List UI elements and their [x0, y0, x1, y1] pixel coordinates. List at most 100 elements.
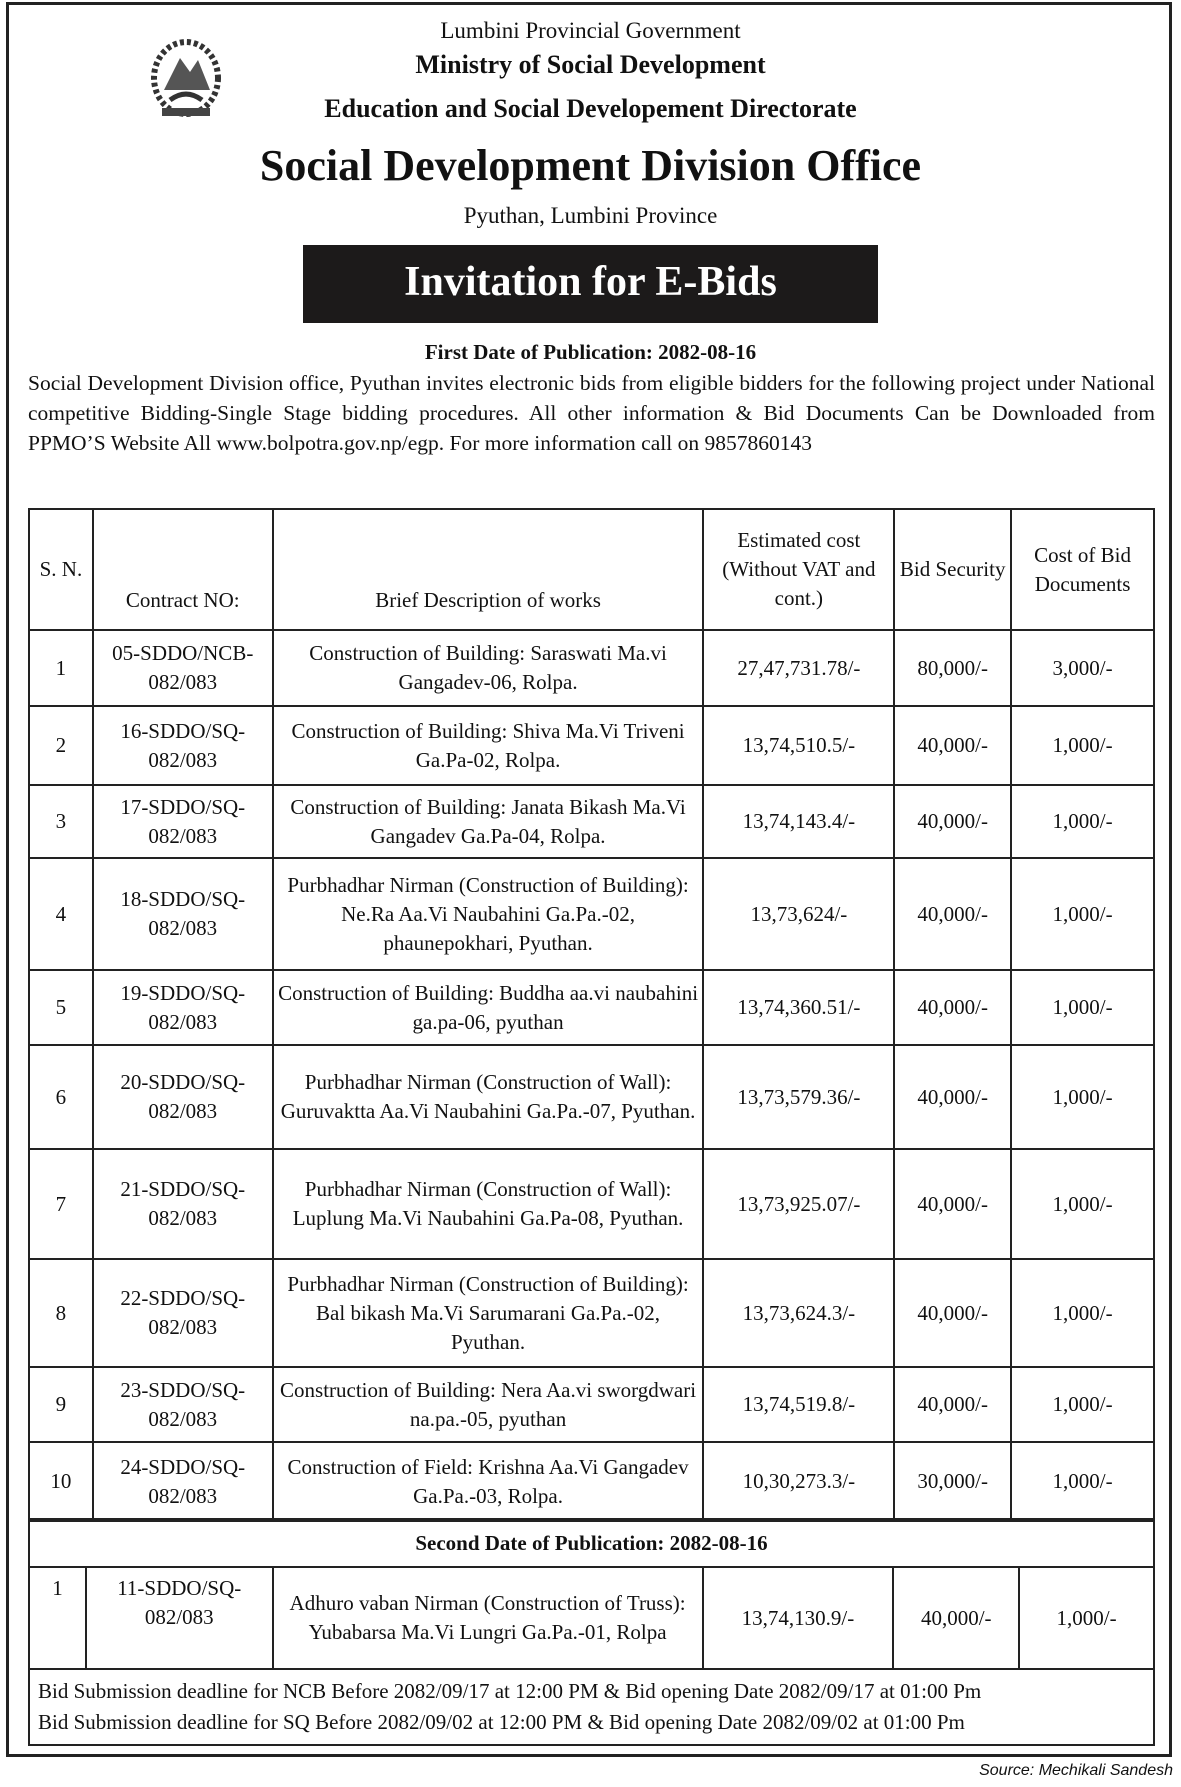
- cell-sn: 5: [28, 969, 94, 1046]
- cell-contract: 24-SDDO/SQ-082/083: [91, 1441, 274, 1522]
- table-row: 1 05-SDDO/NCB-082/083 Construction of Buil…: [28, 629, 1155, 707]
- cell-sn: 9: [28, 1366, 94, 1443]
- table-row: 6 20-SDDO/SQ-082/083 Purbhadhar Nirman (Co…: [28, 1044, 1155, 1150]
- cell-contract: 11-SDDO/SQ-082/083: [84, 1566, 274, 1670]
- cell-security: 40,000/-: [893, 1148, 1013, 1260]
- nepal-emblem-logo: [151, 39, 221, 117]
- cell-description: Construction of Building: Nera Aa.vi swo…: [271, 1366, 705, 1443]
- office-name: Social Development Division Office: [259, 141, 922, 190]
- second-publication-table: Second Date of Publication: 2082-08-16 1…: [28, 1518, 1155, 1746]
- cell-security: 40,000/-: [893, 1044, 1013, 1150]
- cell-doc-cost: 1,000/-: [1010, 784, 1155, 859]
- bids-table: S. N. Contract NO: Brief Description of …: [28, 508, 1155, 1522]
- cell-security: 40,000/-: [893, 1258, 1013, 1368]
- cell-description: Purbhadhar Nirman (Construction of Build…: [271, 857, 705, 971]
- header-doc-cost: Cost of Bid Documents: [1010, 508, 1155, 631]
- cell-cost: 13,73,925.07/-: [702, 1148, 896, 1260]
- cell-doc-cost: 1,000/-: [1018, 1566, 1155, 1670]
- header-contract: Contract NO:: [91, 508, 274, 631]
- cell-contract: 18-SDDO/SQ-082/083: [91, 857, 274, 971]
- government-name: Lumbini Provincial Government: [440, 18, 741, 43]
- cell-security: 40,000/-: [893, 969, 1013, 1046]
- cell-doc-cost: 1,000/-: [1010, 1148, 1155, 1260]
- cell-security: 40,000/-: [892, 1566, 1021, 1670]
- cell-security: 40,000/-: [893, 1366, 1013, 1443]
- cell-contract: 20-SDDO/SQ-082/083: [91, 1044, 274, 1150]
- deadline-ncb: Bid Submission deadline for NCB Before 2…: [38, 1679, 982, 1703]
- header-sn: S. N.: [28, 508, 94, 631]
- cell-description: Adhuro vaban Nirman (Construction of Tru…: [271, 1566, 704, 1670]
- table-row: 7 21-SDDO/SQ-082/083 Purbhadhar Nirman (Co…: [28, 1148, 1155, 1260]
- cell-sn: 7: [28, 1148, 94, 1260]
- cell-sn: 6: [28, 1044, 94, 1150]
- ministry-name: Ministry of Social Development: [415, 50, 766, 79]
- cell-contract: 23-SDDO/SQ-082/083: [91, 1366, 274, 1443]
- page-title: Invitation for E-Bids: [303, 245, 878, 323]
- cell-cost: 13,73,624/-: [702, 857, 896, 971]
- intro-paragraph: Social Development Division office, Pyut…: [28, 371, 1155, 455]
- cell-description: Construction of Field: Krishna Aa.Vi Gan…: [271, 1441, 705, 1522]
- table-row: 1 11-SDDO/SQ-082/083 Adhuro vaban Nirman…: [28, 1566, 1155, 1670]
- header-description: Brief Description of works: [271, 508, 705, 631]
- cell-description: Construction of Building: Buddha aa.vi n…: [271, 969, 705, 1046]
- cell-doc-cost: 1,000/-: [1010, 1366, 1155, 1443]
- deadlines: Bid Submission deadline for NCB Before 2…: [28, 1668, 1155, 1746]
- cell-doc-cost: 1,000/-: [1010, 857, 1155, 971]
- table-header-row: S. N. Contract NO: Brief Description of …: [28, 508, 1155, 631]
- cell-cost: 27,47,731.78/-: [702, 629, 896, 707]
- cell-sn: 4: [28, 857, 94, 971]
- cell-contract: 05-SDDO/NCB-082/083: [91, 629, 274, 707]
- cell-doc-cost: 1,000/-: [1010, 705, 1155, 786]
- header-bid-security: Bid Security: [893, 508, 1013, 631]
- cell-description: Purbhadhar Nirman (Construction of Wall)…: [271, 1148, 705, 1260]
- cell-sn: 10: [28, 1441, 94, 1522]
- cell-description: Purbhadhar Nirman (Construction of Wall)…: [271, 1044, 705, 1150]
- cell-cost: 10,30,273.3/-: [702, 1441, 896, 1522]
- second-publication-date: Second Date of Publication: 2082-08-16: [28, 1518, 1155, 1568]
- cell-cost: 13,74,360.51/-: [702, 969, 896, 1046]
- table-row: 10 24-SDDO/SQ-082/083 Construction of Fiel…: [28, 1441, 1155, 1522]
- cell-cost: 13,74,510.5/-: [702, 705, 896, 786]
- cell-doc-cost: 1,000/-: [1010, 1258, 1155, 1368]
- cell-contract: 19-SDDO/SQ-082/083: [91, 969, 274, 1046]
- cell-sn: 3: [28, 784, 94, 859]
- cell-doc-cost: 3,000/-: [1010, 629, 1155, 707]
- first-publication-date: First Date of Publication: 2082-08-16: [424, 340, 757, 364]
- cell-description: Purbhadhar Nirman (Construction of Build…: [271, 1258, 705, 1368]
- cell-sn: 1: [28, 629, 94, 707]
- cell-contract: 21-SDDO/SQ-082/083: [91, 1148, 274, 1260]
- header-estimated-cost: Estimated cost (Without VAT and cont.): [702, 508, 896, 631]
- cell-cost: 13,74,143.4/-: [702, 784, 896, 859]
- table-row: 4 18-SDDO/SQ-082/083 Purbhadhar Nirman (Co…: [28, 857, 1155, 971]
- cell-security: 80,000/-: [893, 629, 1013, 707]
- table-row: 2 16-SDDO/SQ-082/083 Construction of Build…: [28, 705, 1155, 786]
- office-location: Pyuthan, Lumbini Province: [463, 203, 718, 228]
- table-row: 3 17-SDDO/SQ-082/083 Construction of Build…: [28, 784, 1155, 859]
- cell-description: Construction of Building: Shiva Ma.Vi Tr…: [271, 705, 705, 786]
- table-row: 8 22-SDDO/SQ-082/083 Purbhadhar Nirman (Co…: [28, 1258, 1155, 1368]
- cell-contract: 22-SDDO/SQ-082/083: [91, 1258, 274, 1368]
- cell-sn: 8: [28, 1258, 94, 1368]
- cell-description: Construction of Building: Janata Bikash …: [271, 784, 705, 859]
- deadline-sq: Bid Submission deadline for SQ Before 20…: [38, 1710, 965, 1734]
- cell-doc-cost: 1,000/-: [1010, 1044, 1155, 1150]
- cell-security: 30,000/-: [893, 1441, 1013, 1522]
- cell-doc-cost: 1,000/-: [1010, 969, 1155, 1046]
- directorate-name: Education and Social Developement Direct…: [324, 94, 857, 123]
- cell-doc-cost: 1,000/-: [1010, 1441, 1155, 1522]
- cell-contract: 16-SDDO/SQ-082/083: [91, 705, 274, 786]
- source-credit: Source: Mechikali Sandesh: [979, 1762, 1173, 1779]
- cell-cost: 13,74,130.9/-: [701, 1566, 895, 1670]
- cell-cost: 13,73,624.3/-: [702, 1258, 896, 1368]
- cell-security: 40,000/-: [893, 705, 1013, 786]
- cell-cost: 13,73,579.36/-: [702, 1044, 896, 1150]
- cell-cost: 13,74,519.8/-: [702, 1366, 896, 1443]
- table-row: 9 23-SDDO/SQ-082/083 Construction of Build…: [28, 1366, 1155, 1443]
- table-row: 5 19-SDDO/SQ-082/083 Construction of Build…: [28, 969, 1155, 1046]
- cell-contract: 17-SDDO/SQ-082/083: [91, 784, 274, 859]
- cell-security: 40,000/-: [893, 857, 1013, 971]
- cell-security: 40,000/-: [893, 784, 1013, 859]
- cell-sn: 1: [28, 1566, 87, 1670]
- notice-frame: [6, 2, 1172, 1757]
- cell-description: Construction of Building: Saraswati Ma.v…: [271, 629, 705, 707]
